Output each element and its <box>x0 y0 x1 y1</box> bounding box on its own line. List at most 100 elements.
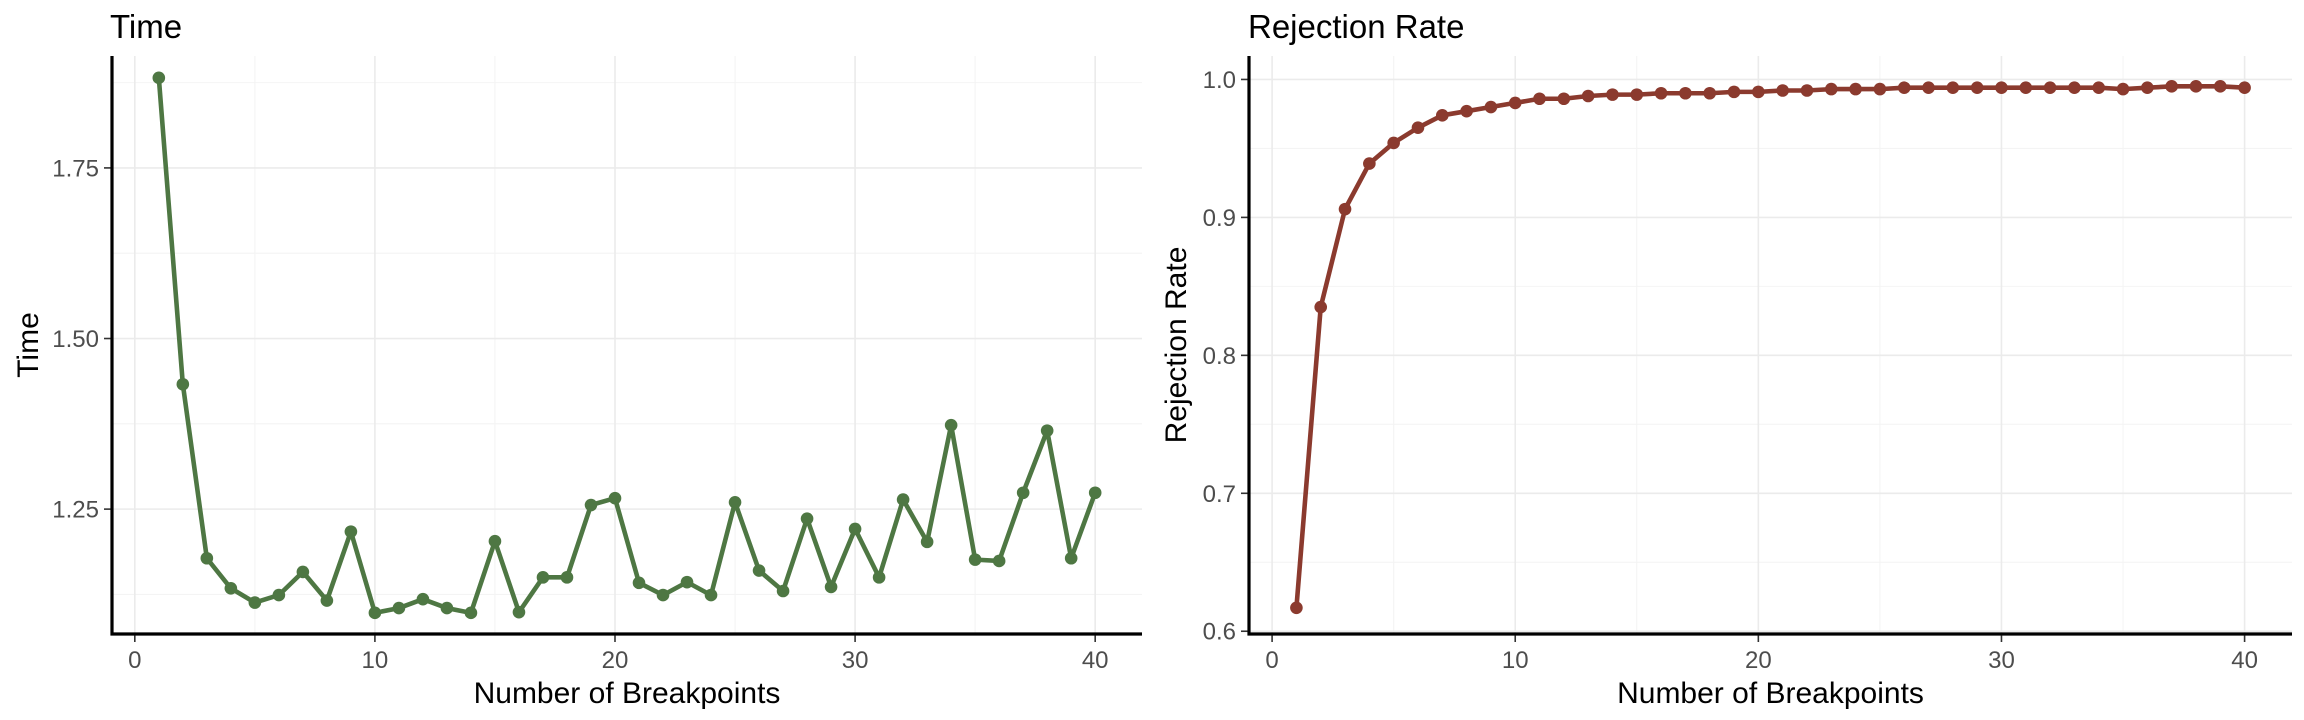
data-point <box>536 571 550 584</box>
data-point <box>1290 601 1303 615</box>
y-axis-title: Time <box>12 312 45 378</box>
data-point <box>2238 81 2251 95</box>
x-tick-label: 40 <box>1082 647 1109 674</box>
data-point <box>1606 88 1619 101</box>
data-point <box>824 580 838 594</box>
data-point <box>872 571 886 584</box>
y-tick-label: 1.50 <box>52 326 99 353</box>
data-point <box>464 606 478 620</box>
data-point <box>1016 486 1030 500</box>
x-tick-label: 0 <box>1265 647 1278 674</box>
x-tick-label: 20 <box>1745 647 1772 674</box>
x-tick-label: 0 <box>128 647 141 674</box>
x-tick-label: 30 <box>842 647 869 674</box>
data-point <box>1460 104 1473 118</box>
y-tick-label: 1.75 <box>52 155 99 182</box>
data-point <box>296 565 310 579</box>
data-points <box>1290 80 2251 615</box>
data-point <box>1557 92 1571 106</box>
x-axis-title: Number of Breakpoints <box>474 677 781 710</box>
data-point <box>1435 109 1449 122</box>
data-point <box>1508 96 1522 110</box>
data-points <box>152 71 1102 620</box>
data-point <box>1411 121 1425 135</box>
data-point <box>1727 85 1741 99</box>
y-axis-title: Rejection Rate <box>1160 247 1193 444</box>
data-point <box>560 571 574 584</box>
data-point <box>2141 81 2154 95</box>
data-point <box>848 522 862 536</box>
data-point <box>2116 82 2130 96</box>
gridlines <box>1249 56 2292 634</box>
data-point <box>896 493 910 506</box>
data-point <box>1387 136 1400 150</box>
y-tick-label: 1.25 <box>52 497 99 524</box>
data-point <box>440 601 454 615</box>
data-point <box>968 553 982 566</box>
time-chart: 0 10 20 30 40 1.25 1.50 1.75 Time Number of Break… <box>12 8 1142 710</box>
data-point <box>1630 88 1644 101</box>
data-point <box>320 594 334 607</box>
data-point <box>416 592 430 606</box>
data-point <box>152 71 166 85</box>
data-point <box>632 576 646 590</box>
data-point <box>1338 202 1352 216</box>
data-point <box>2189 80 2203 93</box>
data-point <box>1849 82 1862 96</box>
data-point <box>1922 81 1935 95</box>
data-point <box>1897 81 1911 95</box>
data-point <box>944 418 958 432</box>
data-point <box>1040 424 1054 437</box>
x-axis-title: Number of Breakpoints <box>1617 677 1924 710</box>
data-point <box>800 512 814 525</box>
data-point <box>728 496 742 509</box>
data-point <box>512 605 526 619</box>
data-point <box>488 534 502 548</box>
data-point <box>1703 86 1717 100</box>
data-point <box>704 588 718 602</box>
data-point <box>776 584 790 598</box>
data-point <box>584 498 598 512</box>
series-line <box>156 75 1098 616</box>
data-point <box>1776 84 1789 97</box>
x-tick-label: 10 <box>362 647 389 674</box>
data-point <box>2165 80 2178 93</box>
data-point <box>1970 81 1984 95</box>
gridlines <box>112 56 1142 634</box>
data-point <box>392 601 406 615</box>
data-point <box>2019 81 2033 95</box>
data-point <box>224 581 238 595</box>
chart-title: Rejection Rate <box>1248 8 1464 45</box>
data-point <box>1873 82 1887 96</box>
data-point <box>200 551 214 565</box>
data-point <box>752 564 766 577</box>
data-point <box>1533 92 1546 106</box>
y-tick-label: 0.6 <box>1203 619 1236 646</box>
data-point <box>2092 81 2106 95</box>
data-point <box>1064 551 1078 565</box>
data-point <box>920 535 934 549</box>
data-point <box>1314 300 1328 314</box>
data-point <box>1679 86 1692 100</box>
data-point <box>368 606 382 620</box>
data-point <box>1800 84 1814 97</box>
data-point <box>2068 81 2081 95</box>
rejection-rate-chart: 0 10 20 30 40 0.6 0.7 0.8 0.9 1.0 Rejection Rate Nu… <box>1160 8 2292 710</box>
data-point <box>992 554 1006 568</box>
data-point <box>680 575 694 589</box>
data-point <box>608 491 622 505</box>
x-tick-label: 20 <box>602 647 629 674</box>
data-point <box>1946 81 1960 95</box>
data-point <box>1654 86 1668 100</box>
y-tick-label: 0.8 <box>1203 343 1236 370</box>
x-tick-label: 40 <box>2231 647 2258 674</box>
y-tick-label: 0.7 <box>1203 481 1236 508</box>
data-point <box>248 596 262 609</box>
data-point <box>1752 85 1765 99</box>
y-tick-label: 1.0 <box>1203 67 1236 94</box>
data-point <box>1995 81 2008 95</box>
data-point <box>176 377 190 391</box>
series-line <box>1294 84 2247 611</box>
x-tick-label: 30 <box>1988 647 2015 674</box>
data-point <box>1581 89 1595 103</box>
